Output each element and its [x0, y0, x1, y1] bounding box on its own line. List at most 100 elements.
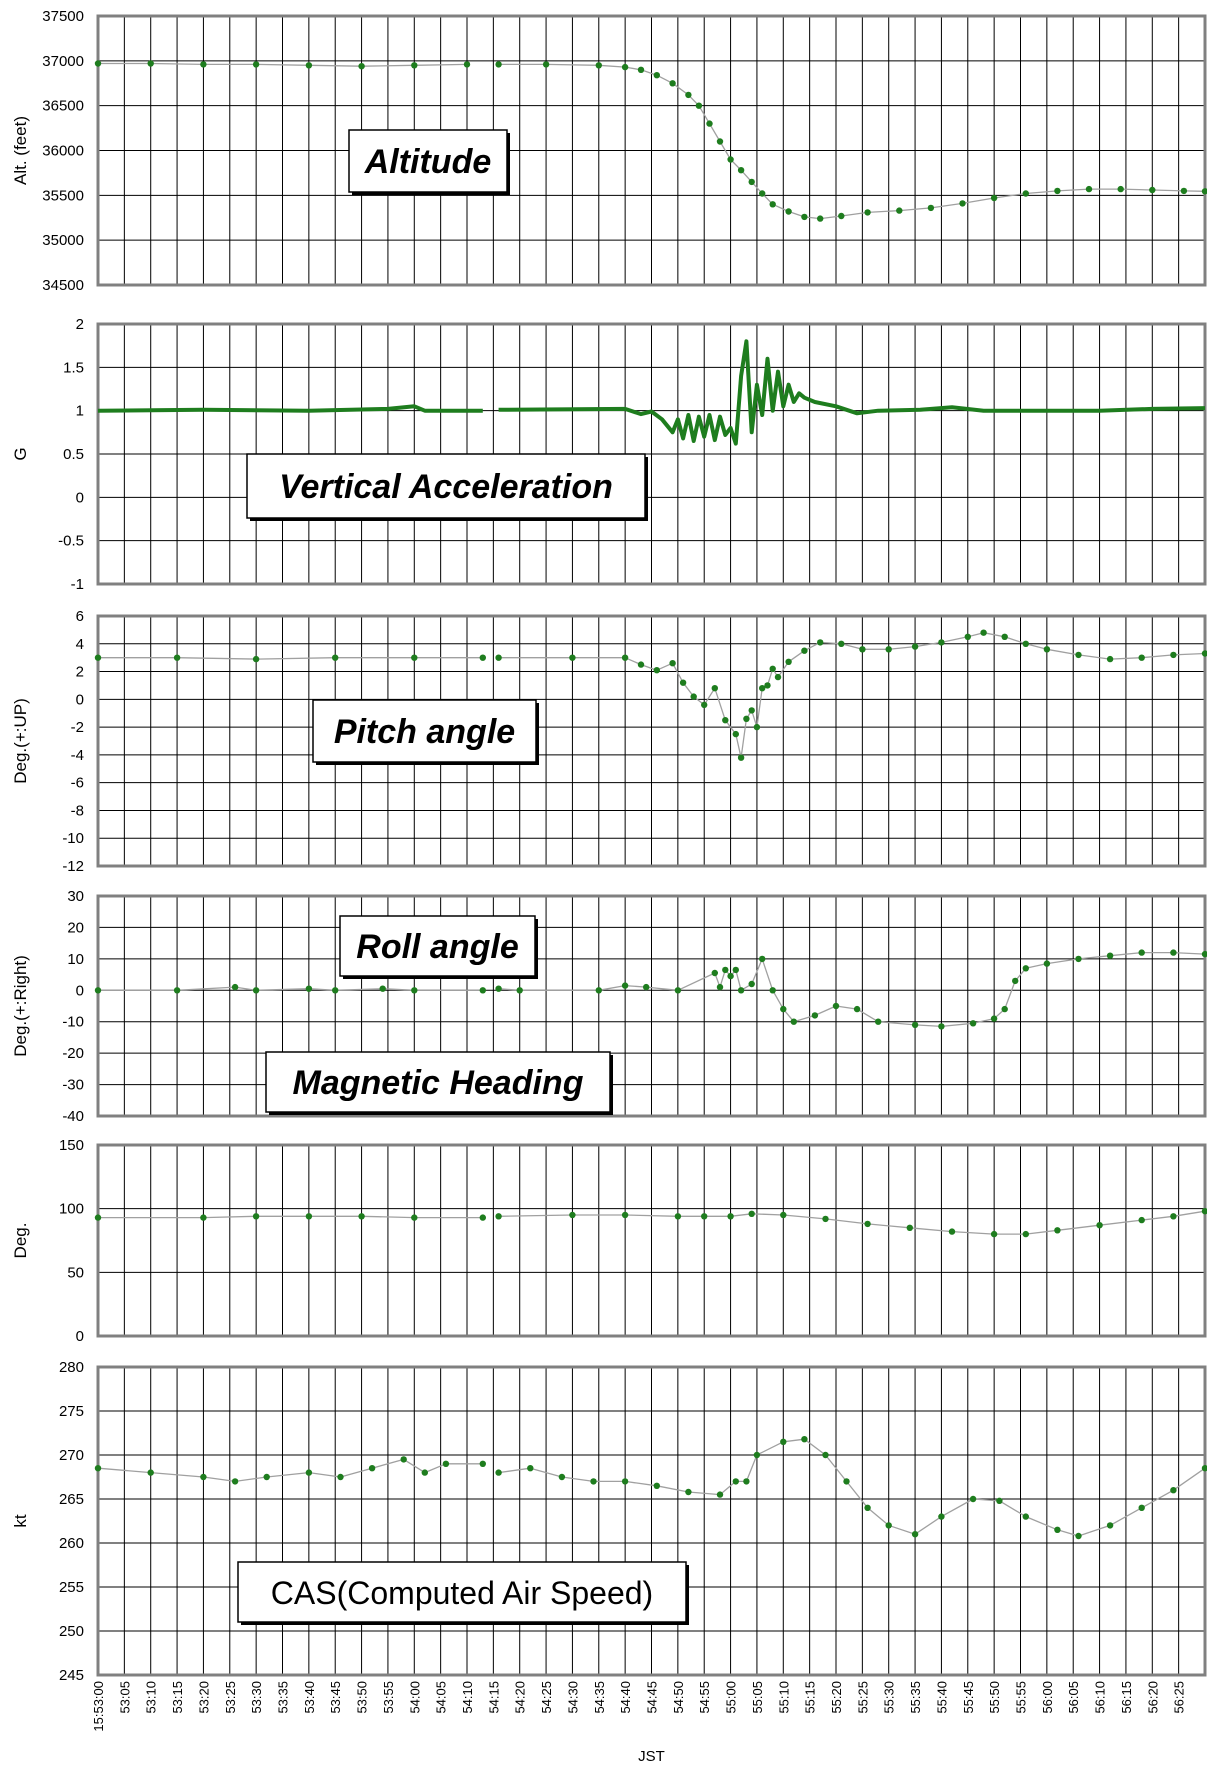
data-point: [1170, 651, 1177, 659]
data-point: [1001, 1005, 1008, 1013]
data-point: [569, 654, 576, 661]
series-line: [97, 404, 483, 413]
data-point: [853, 1005, 861, 1013]
data-point: [748, 707, 755, 714]
x-tick-label: 53:10: [144, 1681, 159, 1714]
data-point: [780, 1005, 787, 1013]
title-box: [237, 1561, 687, 1623]
y-tick-label: 10: [67, 951, 84, 968]
data-point: [595, 62, 602, 69]
data-point: [495, 654, 502, 661]
data-point: [832, 1002, 840, 1010]
data-point: [711, 969, 718, 977]
y-tick-label: -20: [62, 1045, 84, 1062]
panel-title: Pitch angle: [334, 713, 515, 751]
data-point: [980, 629, 987, 636]
panel-hdg: 0 50 100 150 Deg. Magnetic Heading: [11, 1051, 1207, 1345]
plot-frame: [96, 322, 1207, 586]
data-point: [716, 1491, 724, 1498]
y-tick-label: 0: [76, 489, 84, 506]
data-point: [332, 987, 339, 994]
data-point: [1138, 949, 1145, 956]
data-point: [822, 1451, 829, 1459]
x-tick-label: 55:35: [908, 1681, 923, 1714]
data-point: [769, 201, 776, 208]
data-point: [1022, 190, 1029, 197]
y-axis-label: Deg.(+:Right): [11, 955, 30, 1057]
data-point: [1012, 977, 1019, 985]
data-point: [421, 1469, 428, 1476]
data-point: [938, 1023, 945, 1030]
data-point: [864, 1504, 871, 1512]
data-point: [1054, 1227, 1061, 1234]
x-tick-label: 53:45: [328, 1681, 343, 1714]
series-line: [98, 657, 483, 660]
data-point: [400, 1456, 407, 1463]
x-tick-label: 53:05: [117, 1681, 132, 1714]
data-point: [358, 1213, 365, 1220]
data-point: [801, 647, 808, 654]
data-point: [1138, 1504, 1145, 1512]
x-tick-label: 56:20: [1145, 1681, 1160, 1714]
x-tick-label: 54:30: [565, 1681, 580, 1714]
y-tick-label: 35500: [42, 187, 84, 204]
plot-frame: [96, 614, 1207, 868]
x-tick-label: 54:05: [434, 1681, 449, 1714]
data-point: [479, 1460, 486, 1468]
data-point: [911, 643, 919, 650]
data-point: [748, 1210, 755, 1218]
data-point: [479, 1214, 486, 1221]
title-box: [246, 453, 646, 519]
y-tick-label: 250: [59, 1623, 84, 1640]
y-tick-label: 35000: [42, 232, 84, 249]
data-point: [906, 1224, 913, 1232]
data-point: [748, 980, 755, 988]
panel-g: -1 -0.5 0 0.5 1 1.5 2 G Vertical Acceleration: [11, 316, 1207, 593]
data-point: [590, 1478, 597, 1485]
y-axis-label: Deg.(+:UP): [11, 698, 30, 784]
series-line: [498, 951, 1206, 1028]
data-point: [495, 1213, 502, 1220]
data-point: [252, 655, 260, 663]
x-tick-label: 54:35: [592, 1681, 607, 1714]
data-point: [780, 1438, 787, 1446]
data-point: [743, 715, 750, 722]
data-point: [969, 1495, 977, 1503]
data-point: [1085, 185, 1093, 193]
data-point: [368, 1465, 376, 1472]
data-point: [1054, 187, 1061, 195]
panel-pitch: -12 -10 -8 -6 -4 -2 0 2 4 6 Deg.(+:UP) Pitch angle: [11, 608, 1207, 875]
data-point: [727, 972, 734, 980]
series-line: [498, 1438, 1206, 1537]
data-point: [1106, 1522, 1114, 1529]
x-tick-label: 15:53:00: [91, 1681, 106, 1732]
x-tick-label: 53:35: [276, 1681, 291, 1714]
data-point: [727, 1213, 734, 1220]
data-point: [516, 987, 523, 994]
x-tick-label: 55:30: [882, 1681, 897, 1714]
x-tick-label: 53:55: [381, 1681, 396, 1714]
data-point: [379, 985, 386, 992]
data-point: [147, 1469, 154, 1476]
data-point: [785, 658, 792, 665]
y-tick-label: 0: [76, 1328, 84, 1345]
data-point: [527, 1465, 534, 1472]
data-point: [94, 1465, 102, 1472]
panel-alt: 34500 35000 35500 36000 36500 37000 37500 Alt. …: [11, 8, 1207, 294]
data-point: [674, 1213, 682, 1220]
data-point: [1201, 1208, 1207, 1215]
data-point: [964, 633, 971, 640]
data-point: [990, 1015, 998, 1022]
data-point: [411, 987, 418, 994]
data-point: [94, 60, 102, 67]
y-tick-label: -10: [62, 830, 84, 847]
data-point: [1201, 650, 1207, 657]
x-tick-label: 55:25: [855, 1681, 870, 1714]
data-point: [442, 1460, 450, 1468]
data-point: [843, 1478, 850, 1485]
title-box: [265, 1051, 611, 1113]
y-tick-label: 1.5: [63, 359, 84, 376]
y-tick-label: 0.5: [63, 446, 84, 463]
x-tick-label: 54:45: [645, 1681, 660, 1714]
data-point: [711, 685, 718, 692]
